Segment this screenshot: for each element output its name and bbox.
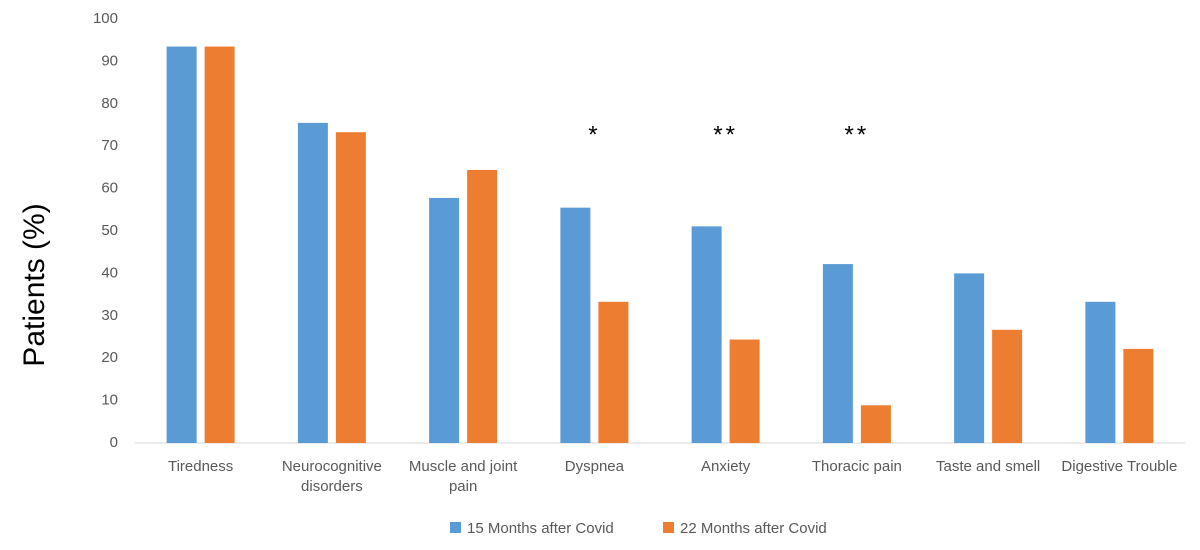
legend-label: 15 Months after Covid	[467, 520, 614, 537]
bar	[598, 301, 629, 443]
x-tick-label: Anxiety	[701, 458, 751, 475]
legend-swatch	[663, 522, 674, 533]
y-tick-label: 70	[101, 137, 118, 154]
bar	[204, 46, 235, 444]
bar	[729, 339, 760, 443]
y-tick-label: 60	[101, 180, 118, 197]
bar	[954, 273, 985, 443]
bar	[860, 405, 891, 443]
y-tick-label: 50	[101, 222, 118, 239]
bar	[1085, 301, 1116, 443]
y-tick-label: 100	[93, 10, 118, 27]
bar	[822, 264, 853, 443]
bar	[297, 122, 328, 443]
bar	[335, 132, 366, 443]
x-tick-label: Taste and smell	[936, 458, 1041, 475]
y-tick-label: 10	[101, 392, 118, 409]
bar	[166, 46, 197, 444]
bar	[1123, 348, 1154, 443]
y-tick-label: 0	[110, 434, 118, 451]
y-tick-label: 30	[101, 307, 118, 324]
x-tick-label: Muscle and joint pain	[408, 458, 518, 495]
bar	[560, 207, 591, 443]
x-tick-label: Digestive Trouble	[1061, 458, 1178, 475]
annotation: **	[845, 121, 870, 148]
x-tick-label: Dyspnea	[564, 458, 624, 475]
x-tick-label: Tiredness	[167, 458, 234, 475]
x-tick-label: Neurocognitive disorders	[281, 458, 382, 495]
bar	[467, 169, 498, 443]
y-tick-label: 80	[101, 95, 118, 112]
y-tick-label: 20	[101, 349, 118, 366]
y-tick-label: 90	[101, 52, 118, 69]
bar	[992, 329, 1023, 443]
bar	[691, 226, 722, 443]
legend-swatch	[450, 522, 461, 533]
legend-label: 22 Months after Covid	[680, 520, 827, 537]
y-axis-label: Patients (%)	[18, 203, 51, 366]
annotation: *	[588, 121, 600, 148]
annotation: **	[713, 121, 738, 148]
bar	[429, 197, 460, 443]
y-tick-label: 40	[101, 264, 118, 281]
x-tick-label: Thoracic pain	[811, 458, 902, 475]
